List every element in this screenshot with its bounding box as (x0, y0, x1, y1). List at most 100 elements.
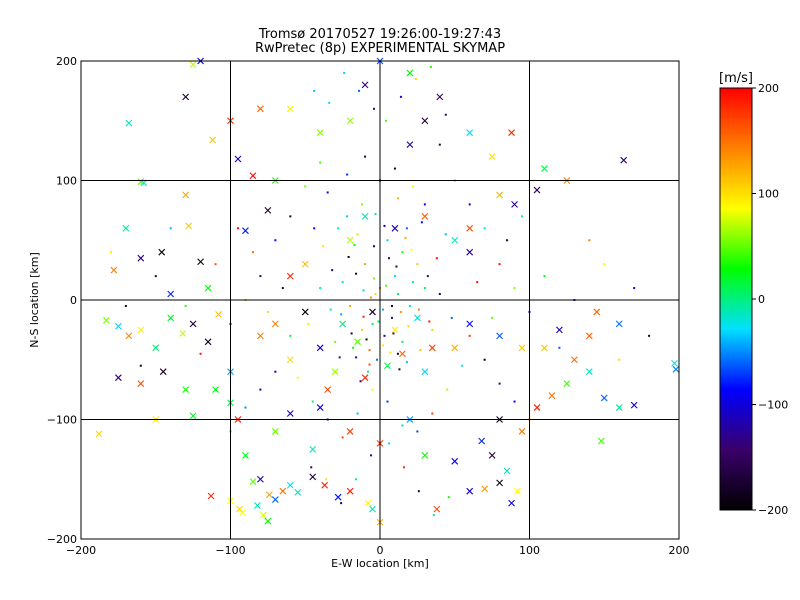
data-point-dot (251, 251, 254, 254)
data-point-dot (281, 287, 284, 290)
data-point-dot (438, 293, 441, 296)
data-point-x (182, 191, 190, 199)
data-point-dot (386, 400, 389, 403)
data-point-x (204, 338, 212, 346)
data-point-dot (353, 244, 356, 247)
data-point-x (316, 404, 324, 411)
data-point-x (249, 478, 257, 486)
data-point-dot (374, 293, 377, 296)
data-point-x (361, 81, 369, 89)
y-tick-label: 0 (70, 294, 77, 307)
data-point-x (346, 487, 354, 495)
data-point-x (249, 172, 257, 180)
data-point-dot (355, 272, 358, 275)
data-point-x (406, 69, 414, 77)
data-point-x (137, 254, 145, 262)
data-point-dot (423, 203, 426, 206)
data-point-x (451, 344, 459, 352)
data-point-dot (411, 281, 414, 284)
y-tick-label: −100 (47, 414, 77, 427)
colorbar-tick-label: −100 (758, 399, 788, 412)
data-point-x (361, 374, 369, 382)
data-point-x (159, 368, 167, 376)
data-point-dot (468, 203, 471, 206)
data-point-x (286, 105, 294, 113)
data-point-x (496, 191, 503, 199)
data-point-dot (371, 388, 374, 391)
data-point-dot (513, 400, 516, 403)
data-point-dot (365, 338, 368, 341)
data-point-x (309, 473, 317, 481)
data-point-x (264, 517, 272, 525)
data-point-dot (417, 490, 420, 493)
data-point-dot (362, 289, 365, 292)
data-point-dot (313, 89, 316, 92)
data-point-dot (347, 255, 350, 258)
data-point-x (570, 356, 578, 364)
data-point-x (254, 502, 261, 509)
data-point-x (508, 129, 515, 137)
data-point-dot (384, 119, 387, 122)
colorbar-tick-label: 100 (758, 188, 779, 201)
data-point-dot (410, 248, 413, 251)
colorbar: 200 100 0 −100 −200 (719, 82, 788, 517)
data-point-dot (373, 277, 376, 280)
data-point-x (309, 445, 317, 453)
data-point-x (316, 344, 324, 352)
data-point-dot (468, 334, 471, 337)
data-point-dot (361, 328, 364, 331)
data-point-dot (310, 466, 313, 469)
data-point-dot (431, 412, 434, 415)
data-point-x (496, 479, 503, 487)
data-point-x (406, 141, 414, 149)
data-point-dot (322, 245, 325, 248)
data-point-x (466, 224, 474, 232)
data-point-dot (446, 388, 449, 391)
data-point-x (95, 430, 103, 438)
data-point-dot (444, 113, 447, 116)
data-point-dot (405, 227, 408, 230)
data-point-dot (407, 325, 410, 328)
data-point-x (279, 487, 287, 495)
data-point-x (125, 332, 133, 340)
data-point-dot (266, 310, 269, 313)
data-point-x (518, 428, 526, 435)
data-point-dot (169, 227, 172, 230)
data-point-x (209, 136, 216, 144)
data-point-dot (603, 263, 606, 266)
data-point-dot (346, 173, 349, 176)
data-point-dot (236, 227, 239, 230)
data-point-x (556, 326, 563, 334)
data-point-dot (313, 227, 316, 230)
data-point-dot (352, 346, 355, 349)
data-point-dot (364, 263, 367, 266)
data-point-dot (289, 334, 292, 337)
data-point-x (167, 314, 175, 322)
axis-ticks: −200 −100 0 100 200 −200 −100 0 100 200 (47, 55, 690, 557)
data-point-x (264, 206, 272, 214)
data-point-dot (419, 349, 422, 352)
data-point-dot (411, 185, 414, 188)
data-point-x (496, 332, 503, 340)
data-point-x (286, 356, 294, 364)
data-point-dot (356, 233, 359, 236)
data-point-dot (435, 257, 438, 260)
data-point-x (265, 491, 273, 499)
data-point-x (286, 481, 294, 489)
data-point-x (122, 224, 130, 232)
data-point-dot (399, 95, 402, 98)
data-point-dot (244, 406, 247, 409)
data-point-dot (476, 281, 479, 284)
data-point-x (179, 330, 187, 337)
data-point-dot (334, 340, 337, 343)
data-point-dot (396, 352, 399, 355)
data-point-dot (399, 310, 402, 313)
data-point-x (451, 457, 459, 465)
data-point-x (615, 320, 623, 328)
data-point-x (301, 308, 309, 316)
data-point-dot (395, 265, 398, 268)
y-axis-label: N-S location [km] (28, 252, 41, 348)
data-point-dot (521, 215, 524, 218)
data-point-x (257, 105, 264, 113)
data-point-dot (428, 320, 431, 323)
